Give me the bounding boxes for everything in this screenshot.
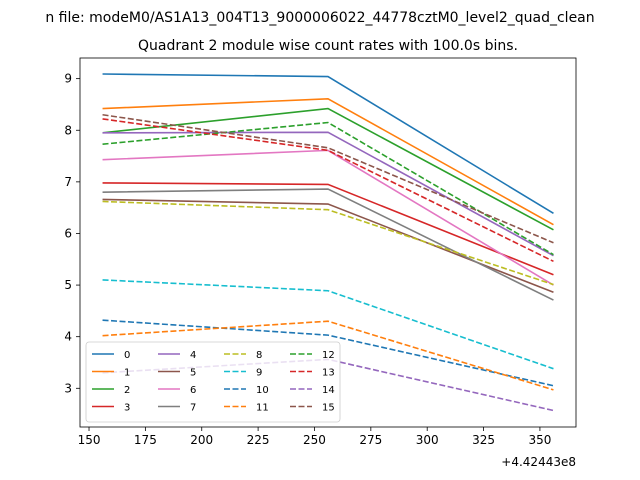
x-tick-label: 300 [416,433,439,447]
axes-frame [79,57,577,428]
legend-label-3: 3 [124,403,130,414]
series-line-2 [102,107,554,231]
series-line-1 [102,97,554,226]
y-tick-label: 6 [64,226,72,240]
series-line-15 [102,113,554,244]
x-tick-label: 325 [472,433,495,447]
legend-label-15: 15 [322,403,335,414]
series-line-8 [102,200,554,286]
legend-label-5: 5 [190,368,196,379]
legend-label-6: 6 [190,385,196,396]
legend-label-13: 13 [322,368,335,379]
x-axis-offset-label: +4.42443e8 [501,455,576,469]
series-line-0 [102,73,554,215]
legend-label-1: 1 [124,368,130,379]
x-tick-label: 150 [78,433,101,447]
x-tick-label: 250 [303,433,326,447]
series-line-9 [102,279,554,370]
chart-suptitle: n file: modeM0/AS1A13_004T13_9000006022_… [45,10,594,26]
y-tick-label: 4 [64,330,72,344]
series-line-6 [102,149,554,286]
x-tick-label: 175 [134,433,157,447]
legend-box [85,341,341,423]
series-line-11 [102,320,554,391]
legend-label-4: 4 [190,350,196,361]
legend-label-10: 10 [256,385,269,396]
y-tick-label: 9 [64,72,72,86]
x-tick-label: 350 [528,433,551,447]
legend-label-0: 0 [124,350,130,361]
legend-label-9: 9 [256,368,262,379]
legend-label-2: 2 [124,385,130,396]
series-line-5 [102,198,554,294]
y-tick-label: 7 [64,175,72,189]
legend-label-12: 12 [322,350,335,361]
series-line-10 [102,319,554,387]
y-tick-label: 3 [64,381,72,395]
legend-label-8: 8 [256,350,262,361]
series-line-4 [102,131,554,257]
x-tick-label: 225 [247,433,270,447]
y-tick-label: 8 [64,123,72,137]
legend-label-14: 14 [322,385,335,396]
series-line-12 [102,121,554,256]
series-line-13 [102,118,554,263]
series-line-7 [102,188,554,301]
legend-label-11: 11 [256,403,269,414]
legend-label-7: 7 [190,403,196,414]
y-tick-label: 5 [64,278,72,292]
chart-title: Quadrant 2 module wise count rates with … [138,38,518,54]
series-line-3 [102,182,554,276]
x-tick-label: 200 [190,433,213,447]
x-tick-label: 275 [359,433,382,447]
